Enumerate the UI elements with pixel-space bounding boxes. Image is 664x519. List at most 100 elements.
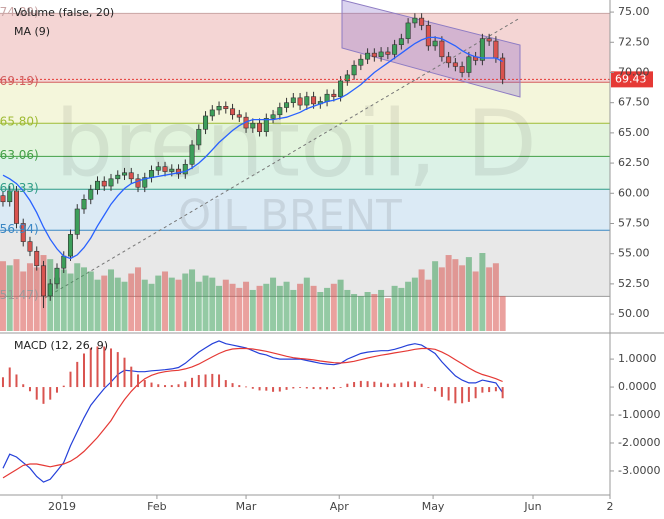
histogram-bar	[197, 375, 200, 388]
candle-body	[304, 96, 310, 106]
y-tick-label: -3.0000	[618, 464, 660, 477]
volume-bar	[249, 289, 256, 331]
volume-bar	[371, 294, 378, 331]
volume-bar	[87, 271, 94, 331]
volume-bar	[108, 269, 115, 331]
volume-bar	[209, 277, 216, 331]
y-tick-label: -1.0000	[618, 408, 660, 421]
histogram-bar	[42, 387, 45, 404]
candle-body	[74, 208, 80, 235]
volume-bar	[405, 281, 412, 331]
candle-body	[47, 283, 53, 297]
histogram-bar	[62, 385, 65, 388]
volume-bar	[53, 277, 60, 331]
candle-body	[290, 97, 296, 103]
histogram-bar	[55, 387, 58, 393]
volume-bar	[452, 259, 459, 331]
level-label: (69.19)	[0, 74, 39, 88]
candle-body	[493, 40, 499, 59]
candle-body	[378, 51, 384, 58]
y-tick-label: -2.0000	[618, 436, 660, 449]
y-tick-label: 1.0000	[618, 352, 657, 365]
volume-bar	[398, 287, 405, 331]
volume-bar	[168, 277, 175, 331]
volume-bar	[141, 279, 148, 331]
level-label: (65.80)	[0, 115, 39, 129]
volume-bar	[297, 283, 304, 331]
candle-body	[115, 174, 121, 180]
y-tick-label: 75.00	[618, 5, 650, 18]
volume-bar	[195, 281, 202, 331]
volume-bar	[486, 267, 493, 331]
volume-bar	[101, 275, 108, 331]
volume-bar	[236, 287, 243, 331]
histogram-bar	[177, 384, 180, 388]
candle-body	[182, 163, 188, 175]
histogram-bar	[170, 385, 173, 388]
candle-body	[284, 102, 290, 108]
candle-body	[365, 52, 371, 60]
volume-bar	[135, 267, 142, 331]
y-tick-label: 50.00	[618, 307, 650, 320]
volume-bar	[432, 261, 439, 331]
histogram-bar	[238, 385, 241, 388]
histogram-bar	[278, 387, 281, 392]
candle-body	[216, 106, 222, 111]
histogram-bar	[143, 380, 146, 388]
volume-bar	[425, 279, 432, 331]
histogram-bar	[312, 387, 315, 390]
candle-body	[452, 62, 458, 67]
histogram-bar	[218, 374, 221, 388]
candle-body	[263, 118, 269, 132]
histogram-bar	[265, 387, 268, 391]
candle-body	[358, 58, 364, 66]
candle-body	[155, 166, 161, 171]
candle-body	[257, 122, 263, 132]
volume-bar	[499, 296, 506, 331]
histogram-bar	[305, 387, 308, 389]
candle-body	[34, 250, 40, 267]
volume-bar	[162, 271, 169, 331]
volume-bar	[438, 267, 445, 331]
histogram-bar	[251, 387, 254, 389]
histogram-bar	[461, 387, 464, 404]
histogram-bar	[332, 387, 335, 390]
histogram-bar	[272, 387, 275, 392]
volume-bar	[459, 265, 466, 331]
candle-body	[230, 108, 236, 116]
candle-body	[439, 40, 445, 58]
candle-body	[0, 195, 6, 203]
candle-body	[486, 38, 492, 42]
channel	[341, 0, 521, 98]
candle-body	[331, 93, 337, 97]
histogram-bar	[137, 374, 140, 388]
y-tick-label: 70.00	[618, 65, 650, 78]
candle-body	[61, 255, 67, 269]
histogram-bar	[447, 387, 450, 401]
candle-body	[446, 56, 452, 64]
candle-body	[277, 107, 283, 116]
volume-bar	[391, 285, 398, 331]
volume-bar	[357, 296, 364, 331]
x-tick-label: 2019	[48, 500, 76, 513]
y-tick-label: 60.00	[618, 186, 650, 199]
histogram-bar	[224, 380, 227, 388]
candle-body	[209, 109, 215, 117]
histogram-bar	[400, 382, 403, 388]
histogram-bar	[366, 381, 369, 388]
last-price-box	[611, 71, 653, 88]
histogram-bar	[393, 383, 396, 388]
volume-bar	[378, 289, 385, 331]
trend-line	[44, 17, 521, 299]
volume-bar	[202, 275, 209, 331]
candle-body	[311, 96, 317, 105]
histogram-bar	[76, 361, 79, 388]
histogram-bar	[420, 383, 423, 388]
level-label: (74.89)	[0, 5, 39, 19]
legend-text: MA (9)	[14, 25, 50, 38]
histogram-bar	[326, 387, 329, 390]
volume-bar	[384, 298, 391, 331]
x-tick-label: Jun	[523, 500, 541, 513]
